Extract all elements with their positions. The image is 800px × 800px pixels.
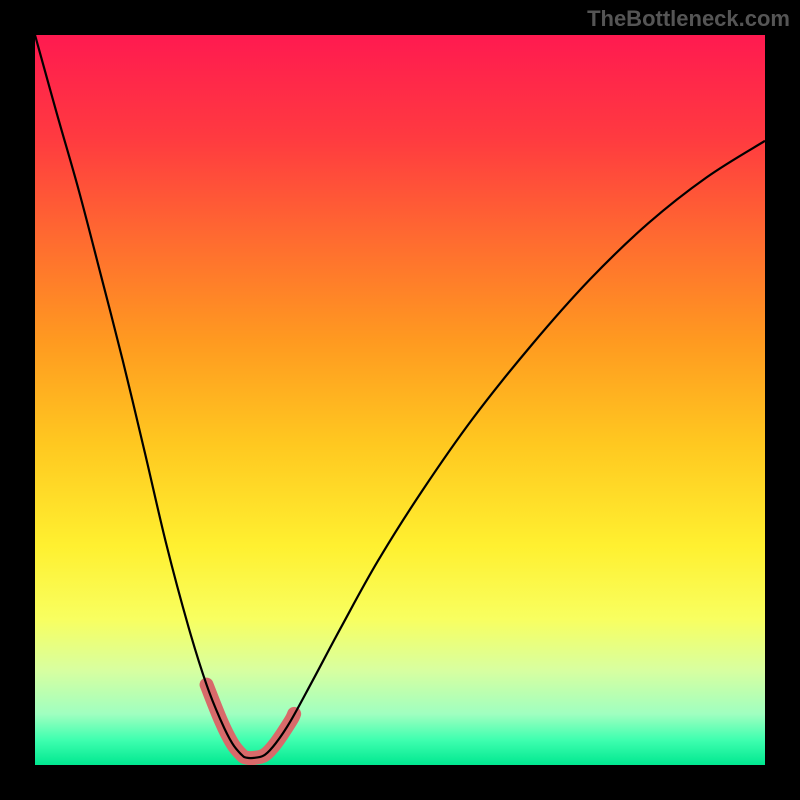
- chart-plot: [35, 35, 765, 765]
- canvas: TheBottleneck.com: [0, 0, 800, 800]
- watermark-text: TheBottleneck.com: [587, 6, 790, 32]
- chart-background: [35, 35, 765, 765]
